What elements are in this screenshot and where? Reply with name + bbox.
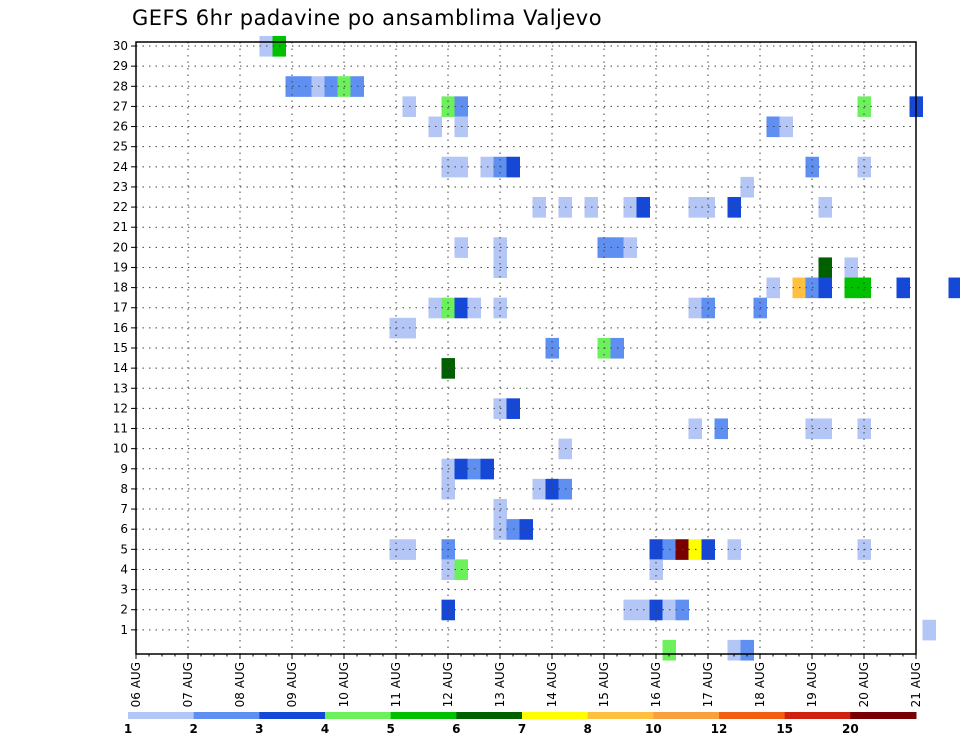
colorbar-segment bbox=[325, 712, 392, 719]
colorbar-segment bbox=[719, 712, 786, 719]
y-tick-label: 7 bbox=[120, 502, 128, 516]
y-tick-label: 27 bbox=[113, 99, 128, 113]
colorbar-segment bbox=[784, 712, 851, 719]
y-tick-label: 9 bbox=[120, 462, 128, 476]
colorbar-label: 15 bbox=[776, 722, 793, 736]
colorbar-segment bbox=[128, 712, 195, 719]
y-tick-label: 6 bbox=[120, 522, 128, 536]
colorbar-label: 5 bbox=[386, 722, 394, 736]
colorbar-segment bbox=[193, 712, 260, 719]
x-tick-label: 16 AUG bbox=[649, 662, 663, 707]
y-tick-label: 3 bbox=[120, 583, 128, 597]
x-tick-label: 21 AUG bbox=[909, 662, 923, 707]
colorbar-label: 12 bbox=[711, 722, 728, 736]
colorbar-label: 20 bbox=[842, 722, 859, 736]
y-tick-label: 4 bbox=[120, 562, 128, 576]
y-tick-label: 17 bbox=[113, 301, 128, 315]
y-tick-label: 14 bbox=[113, 361, 128, 375]
x-tick-label: 15 AUG bbox=[597, 662, 611, 707]
colorbar-segment bbox=[653, 712, 720, 719]
colorbar-label: 2 bbox=[189, 722, 197, 736]
colorbar-segment bbox=[259, 712, 326, 719]
heatmap-cell bbox=[922, 619, 936, 641]
colorbar-label: 10 bbox=[645, 722, 662, 736]
chart-title: GEFS 6hr padavine po ansamblima Valjevo bbox=[132, 6, 603, 30]
y-tick-label: 5 bbox=[120, 542, 128, 556]
y-tick-label: 22 bbox=[113, 200, 128, 214]
x-tick-label: 20 AUG bbox=[857, 662, 871, 707]
y-tick-label: 11 bbox=[113, 422, 128, 436]
y-tick-label: 30 bbox=[113, 39, 128, 53]
y-tick-label: 20 bbox=[113, 240, 128, 254]
x-tick-label: 12 AUG bbox=[441, 662, 455, 707]
y-tick-label: 8 bbox=[120, 482, 128, 496]
colorbar-segment bbox=[390, 712, 457, 719]
x-tick-label: 10 AUG bbox=[337, 662, 351, 707]
colorbar-label: 4 bbox=[321, 722, 329, 736]
y-tick-label: 15 bbox=[113, 341, 128, 355]
x-tick-label: 07 AUG bbox=[181, 662, 195, 707]
heatmap-cell bbox=[662, 639, 676, 661]
colorbar-segment bbox=[522, 712, 589, 719]
y-tick-label: 24 bbox=[113, 160, 128, 174]
y-tick-label: 16 bbox=[113, 321, 128, 335]
x-tick-label: 18 AUG bbox=[753, 662, 767, 707]
colorbar-label: 7 bbox=[518, 722, 526, 736]
colorbar-label: 8 bbox=[583, 722, 591, 736]
x-tick-label: 11 AUG bbox=[389, 662, 403, 707]
x-tick-label: 17 AUG bbox=[701, 662, 715, 707]
colorbar-label: 3 bbox=[255, 722, 263, 736]
colorbar-label: 1 bbox=[124, 722, 132, 736]
y-tick-label: 19 bbox=[113, 260, 128, 274]
colorbar-segment bbox=[587, 712, 654, 719]
y-tick-label: 18 bbox=[113, 281, 128, 295]
gridlines bbox=[136, 42, 916, 654]
heatmap-cell bbox=[948, 277, 960, 299]
x-tick-label: 09 AUG bbox=[285, 662, 299, 707]
colorbar-segment bbox=[456, 712, 523, 719]
x-axis-ticks: 06 AUG 07 AUG 08 AUG 09 AUG 10 AUG 11 AUG 12 A… bbox=[129, 654, 923, 707]
x-tick-label: 14 AUG bbox=[545, 662, 559, 707]
y-tick-label: 25 bbox=[113, 140, 128, 154]
x-tick-label: 19 AUG bbox=[805, 662, 819, 707]
colorbar-segment bbox=[850, 712, 917, 719]
y-tick-label: 13 bbox=[113, 381, 128, 395]
x-tick-label: 06 AUG bbox=[129, 662, 143, 707]
heatmap-cell bbox=[740, 639, 754, 661]
y-tick-label: 1 bbox=[120, 623, 128, 637]
y-tick-label: 28 bbox=[113, 79, 128, 93]
colorbar: 1 2 3 4 5 6 7 8 10 12 15 20 bbox=[124, 712, 917, 736]
y-tick-label: 2 bbox=[120, 603, 128, 617]
x-tick-label: 13 AUG bbox=[493, 662, 507, 707]
y-tick-label: 12 bbox=[113, 401, 128, 415]
heatmap-cell bbox=[727, 639, 741, 661]
colorbar-label: 6 bbox=[452, 722, 460, 736]
y-tick-label: 26 bbox=[113, 120, 128, 134]
y-axis-ticks: 1234567891011121314151617181920212223242… bbox=[113, 39, 136, 637]
y-tick-label: 29 bbox=[113, 59, 128, 73]
y-tick-label: 23 bbox=[113, 180, 128, 194]
y-tick-label: 21 bbox=[113, 220, 128, 234]
x-tick-label: 08 AUG bbox=[233, 662, 247, 707]
y-tick-label: 10 bbox=[113, 442, 128, 456]
